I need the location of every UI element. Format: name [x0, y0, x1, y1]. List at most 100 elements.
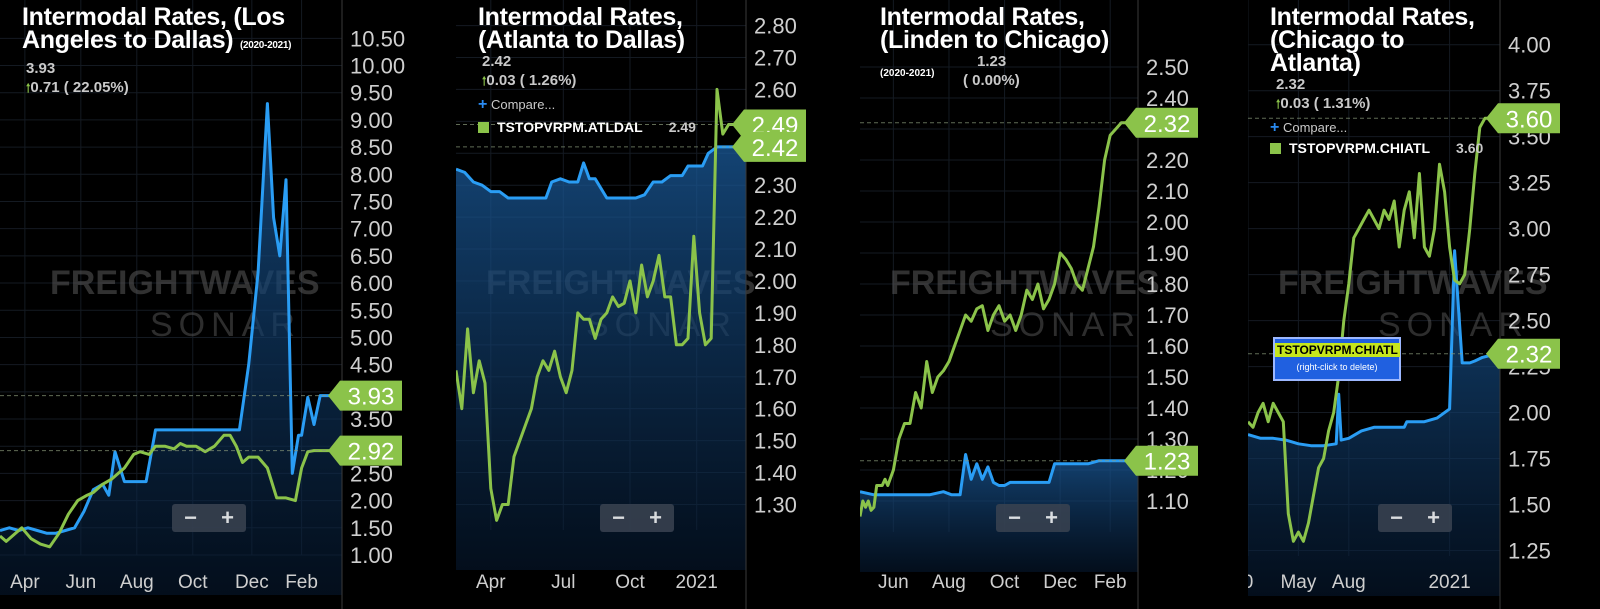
change-label: ( 0.00%) [963, 72, 1020, 89]
value-badge-label: 3.93 [348, 384, 395, 411]
date-range-label: (2020-2021) [239, 40, 292, 51]
y-tick-label: 3.50 [350, 407, 393, 432]
zoom-out-button[interactable]: − [612, 505, 625, 530]
plus-icon: + [1270, 119, 1280, 136]
x-tick-label: Dec [1043, 572, 1077, 593]
series-legend[interactable]: TSTOPVRPM.ATLDAL 2.49 [478, 119, 696, 135]
change-value: 0.71 [30, 79, 60, 96]
y-tick-label: 10.00 [350, 54, 405, 79]
value-badge: 2.92 [328, 435, 402, 466]
compare-link[interactable]: + Compare... [478, 96, 555, 114]
x-tick-label: Oct [178, 572, 208, 593]
zoom-controls: − + [996, 504, 1070, 532]
chart-panel-la-dallas: FREIGHTWAVESSONAR1.001.502.002.503.003.5… [0, 0, 448, 609]
x-tick-label: May [1280, 572, 1316, 593]
value-badge-shape [328, 380, 402, 411]
chart-svg: FREIGHTWAVESSONAR1.001.502.002.503.003.5… [0, 0, 405, 609]
blue-series-area [456, 146, 746, 570]
y-tick-label: 7.00 [350, 217, 393, 242]
y-tick-label: 2.00 [350, 489, 393, 514]
change-label: 🠑0.71 ( 22.05%) [26, 79, 129, 100]
series-tooltip[interactable]: TSTOPVRPM.CHIATL (right-click to delete) [1273, 337, 1401, 381]
y-tick-label: 6.50 [350, 244, 393, 269]
x-tick-label: Oct [990, 572, 1020, 593]
chart-svg: FREIGHTWAVESSONAR1.101.201.301.401.501.6… [860, 0, 1198, 609]
zoom-controls: − + [1378, 504, 1452, 532]
value-badge-label: 2.42 [752, 135, 799, 162]
change-value: 0.03 [1280, 95, 1310, 112]
chart-title-line-2: (Chicago to [1270, 26, 1405, 54]
chart-title-line-2: (Linden to Chicago) [880, 26, 1109, 54]
x-tick-label: Jun [66, 572, 97, 593]
panel-separator [852, 0, 860, 609]
y-tick-label: 8.50 [350, 135, 393, 160]
chart-title-line-3: Atlanta) [1270, 49, 1361, 77]
zoom-in-button[interactable]: + [649, 505, 662, 530]
blue-series-area [1248, 250, 1500, 596]
y-tick-label: 1.50 [1146, 365, 1189, 390]
legend-series-name: TSTOPVRPM.ATLDAL [497, 119, 643, 135]
legend-series-value: 3.60 [1456, 140, 1484, 156]
value-badge-shape [732, 131, 806, 162]
y-tick-label: 1.40 [1146, 396, 1189, 421]
y-tick-label: 2.50 [1146, 55, 1189, 80]
x-tick-label: Apr [476, 572, 506, 593]
value-badge-shape [1486, 103, 1560, 134]
x-tick-label: Feb [285, 572, 318, 593]
chart-panel-atl-dallas: FREIGHTWAVESSONAR1.301.401.501.601.701.8… [456, 0, 852, 609]
date-range-label: (2020-2021) [880, 68, 935, 79]
y-tick-label: 1.70 [754, 365, 797, 390]
chart-title: Intermodal Rates, (Linden to Chicago) [880, 5, 1109, 54]
y-tick-label: 9.00 [350, 108, 393, 133]
zoom-out-button[interactable]: − [1390, 505, 1403, 530]
y-tick-label: 3.00 [1508, 217, 1551, 242]
legend-series-value: 2.49 [668, 119, 696, 135]
green-series-line [456, 87, 746, 522]
chart-panel-linden-chicago: FREIGHTWAVESSONAR1.101.201.301.401.501.6… [860, 0, 1240, 609]
zoom-in-button[interactable]: + [1427, 505, 1440, 530]
y-tick-label: 2.00 [1508, 401, 1551, 426]
change-label: 🠑0.03 ( 1.31%) [1276, 95, 1370, 116]
zoom-in-button[interactable]: + [1045, 505, 1058, 530]
chart-title-line-1: Intermodal Rates, [1270, 3, 1475, 31]
green-series-swatch [1270, 143, 1281, 154]
change-pct: ( 22.05%) [63, 79, 129, 96]
zoom-in-button[interactable]: + [221, 505, 234, 530]
chart-title-line-1: Intermodal Rates, [478, 3, 683, 31]
chart-title: Intermodal Rates, (Atlanta to Dallas) [478, 3, 685, 54]
value-badge-label: 2.32 [1144, 111, 1191, 138]
zoom-out-button[interactable]: − [184, 505, 197, 530]
green-series-line [860, 121, 1138, 517]
y-tick-label: 1.25 [1508, 538, 1551, 563]
y-tick-label: 2.30 [754, 173, 797, 198]
blue-series-line [456, 145, 746, 200]
y-tick-label: 1.70 [1146, 303, 1189, 328]
zoom-out-button[interactable]: − [1008, 505, 1021, 530]
y-tick-label: 2.80 [754, 14, 797, 39]
y-tick-label: 2.00 [754, 269, 797, 294]
compare-link[interactable]: + Compare... [1270, 119, 1347, 137]
tooltip-hint: (right-click to delete) [1296, 362, 1378, 372]
chart-panel-chicago-atl: FREIGHTWAVESSONAR1.251.501.752.002.252.5… [1248, 0, 1600, 609]
x-tick-label: Jun [878, 572, 909, 593]
x-tick-label: Dec [235, 572, 269, 593]
last-value-label: 2.42 [482, 53, 512, 70]
y-tick-label: 2.60 [754, 77, 797, 102]
y-tick-label: 9.50 [350, 81, 393, 106]
y-tick-label: 4.00 [1508, 33, 1551, 58]
chart-title-line-1: Intermodal Rates, (Los [22, 3, 285, 31]
y-tick-label: 1.30 [754, 492, 797, 517]
x-tick-label: Jul [551, 572, 575, 593]
series-legend[interactable]: TSTOPVRPM.CHIATL 3.60 [1270, 140, 1483, 156]
y-tick-label: 10.50 [350, 26, 405, 51]
last-value-label: 3.93 [26, 60, 56, 77]
up-arrow-icon: 🠑 [482, 74, 487, 88]
value-badge: 1.23 [1124, 445, 1198, 476]
zoom-controls: − + [600, 504, 674, 532]
value-badge-label: 3.60 [1506, 106, 1553, 133]
x-tick-label: Aug [932, 572, 966, 593]
chart-title-line-2: (Atlanta to Dallas) [478, 26, 685, 54]
y-tick-label: 8.00 [350, 162, 393, 187]
green-series-line [1248, 116, 1500, 543]
change-pct: ( 1.31%) [1313, 95, 1371, 112]
